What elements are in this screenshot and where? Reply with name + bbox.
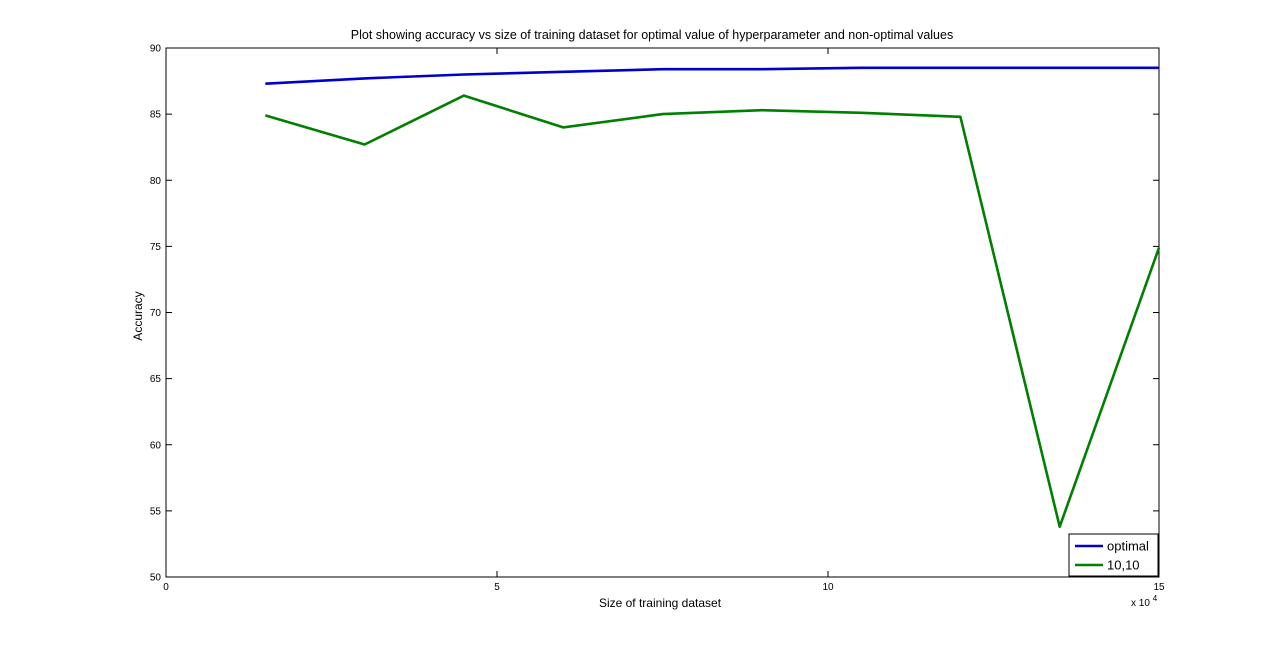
x-axis-label: Size of training dataset	[599, 596, 722, 610]
x-tick-label: 0	[163, 582, 169, 593]
y-tick-label: 55	[150, 506, 162, 517]
chart-title: Plot showing accuracy vs size of trainin…	[351, 28, 953, 42]
legend: optimal 10,10	[1068, 533, 1159, 577]
x-axis-exponent-base: x 10	[1131, 598, 1150, 609]
x-axis-exponent-power: 4	[1153, 594, 1158, 603]
y-tick-label: 75	[150, 242, 162, 253]
y-tick-label: 70	[150, 308, 162, 319]
x-tick-label: 5	[494, 582, 500, 593]
y-axis-label: Accuracy	[131, 291, 145, 340]
y-tick-label: 80	[150, 176, 162, 187]
y-tick-label: 90	[150, 44, 162, 55]
series-line-2	[264, 94, 1161, 529]
y-tick-label: 85	[150, 110, 162, 121]
legend-entry-label-1: optimal	[1107, 539, 1149, 554]
plot-area: 0 5 10 15 50 55 60 65 70 75 80 85 90	[150, 44, 1165, 594]
legend-box	[1068, 533, 1159, 577]
x-tick-label: 15	[1153, 582, 1165, 593]
x-tick-label: 10	[822, 582, 834, 593]
legend-entry-label-2: 10,10	[1107, 558, 1140, 573]
y-tick-label: 50	[150, 573, 162, 584]
series-line-1	[265, 66, 1159, 85]
y-tick-label: 65	[150, 374, 162, 385]
y-tick-label: 60	[150, 440, 162, 451]
x-axis-exponent: x 10 4	[1131, 594, 1158, 609]
